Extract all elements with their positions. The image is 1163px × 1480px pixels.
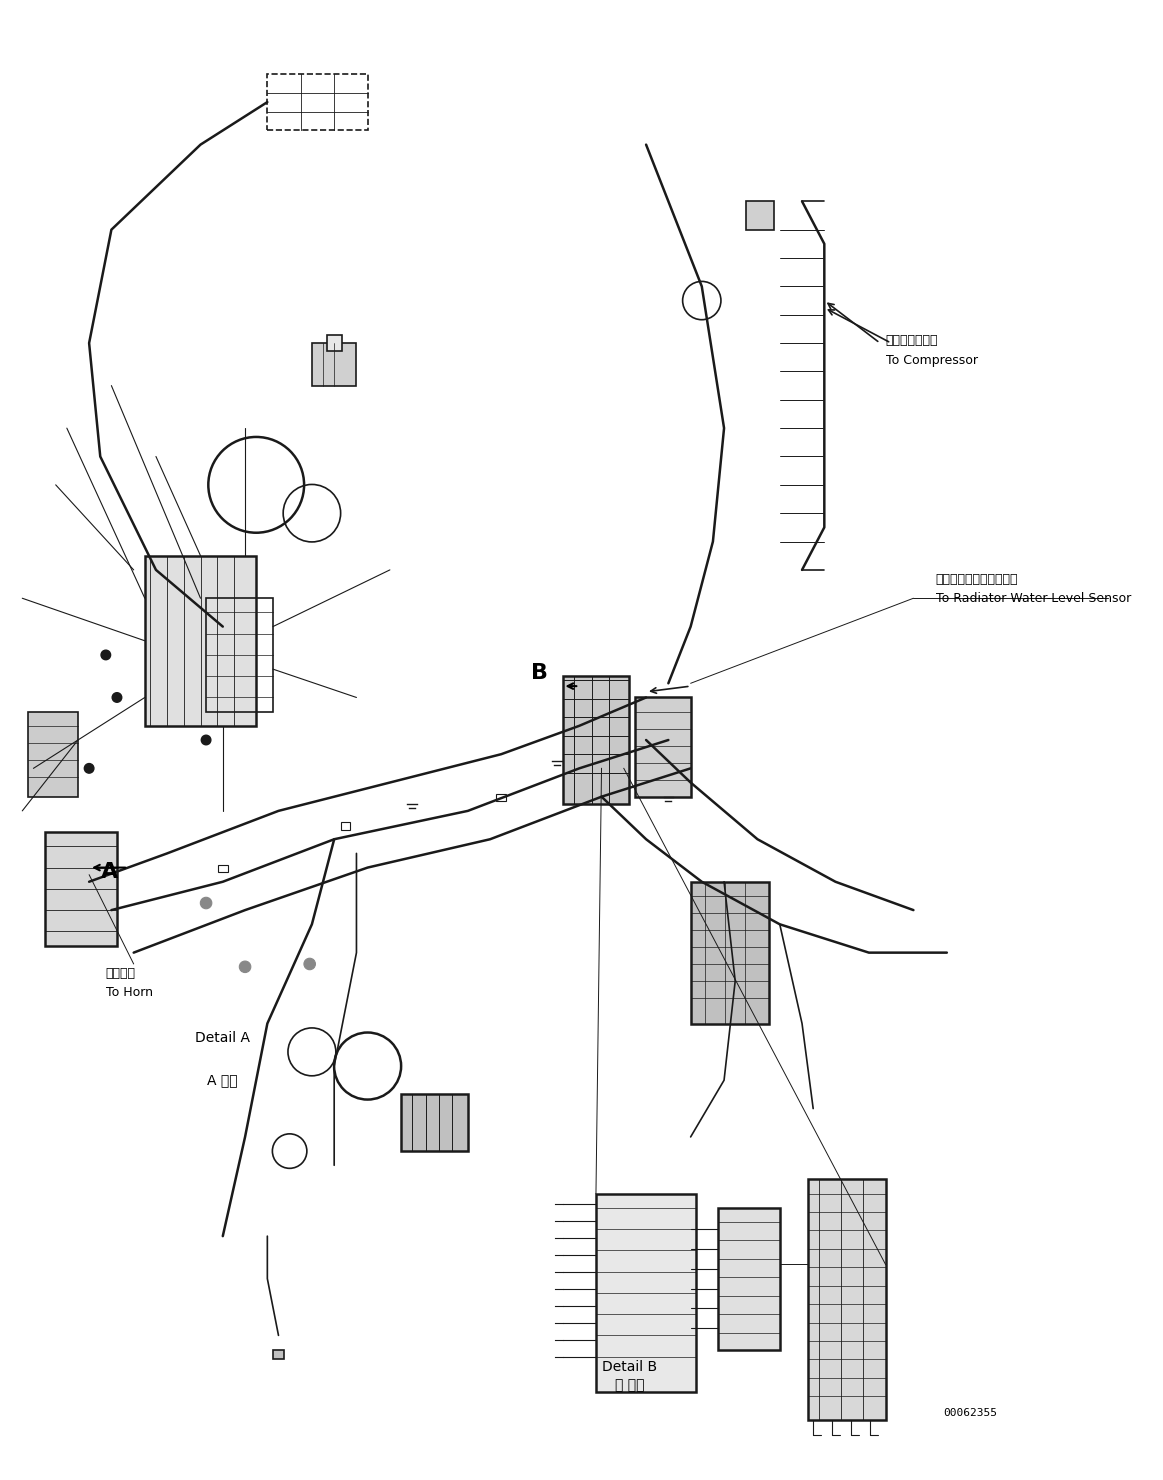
Circle shape [304,958,315,969]
Bar [635,697,691,796]
Bar [807,1180,885,1421]
Bar [327,336,342,351]
Text: Detail A: Detail A [195,1030,250,1045]
Text: ラジェータ水位センサへ: ラジェータ水位センサへ [936,573,1019,586]
Circle shape [240,961,251,972]
Bar [747,201,775,229]
Bar [145,555,256,725]
Text: 日 詳細: 日 詳細 [614,1378,644,1393]
Circle shape [101,650,110,660]
Text: 00062355: 00062355 [943,1409,997,1418]
Bar [28,712,78,796]
Text: Detail B: Detail B [601,1360,657,1373]
Bar [691,882,769,1024]
Bar [217,864,228,872]
Text: To Radiator Water-Level Sensor: To Radiator Water-Level Sensor [936,592,1130,605]
Bar [206,598,273,712]
Text: A: A [100,861,117,882]
Text: コンプレッサへ: コンプレッサへ [885,334,939,346]
Text: A 詳細: A 詳細 [207,1073,238,1088]
Bar [719,1208,779,1350]
Bar [341,823,350,830]
Text: ホーンへ: ホーンへ [106,968,136,980]
Text: To Compressor: To Compressor [885,354,978,367]
Circle shape [200,897,212,909]
Bar [563,676,629,804]
Circle shape [85,764,94,773]
Bar [497,793,506,802]
Bar [312,343,357,386]
Bar [44,832,117,946]
Text: To Horn: To Horn [106,986,152,999]
Circle shape [201,736,211,744]
Bar [595,1194,697,1393]
Bar [401,1094,468,1151]
Text: B: B [530,663,548,684]
Bar [273,1350,284,1359]
Circle shape [112,693,122,703]
Bar [267,74,368,130]
